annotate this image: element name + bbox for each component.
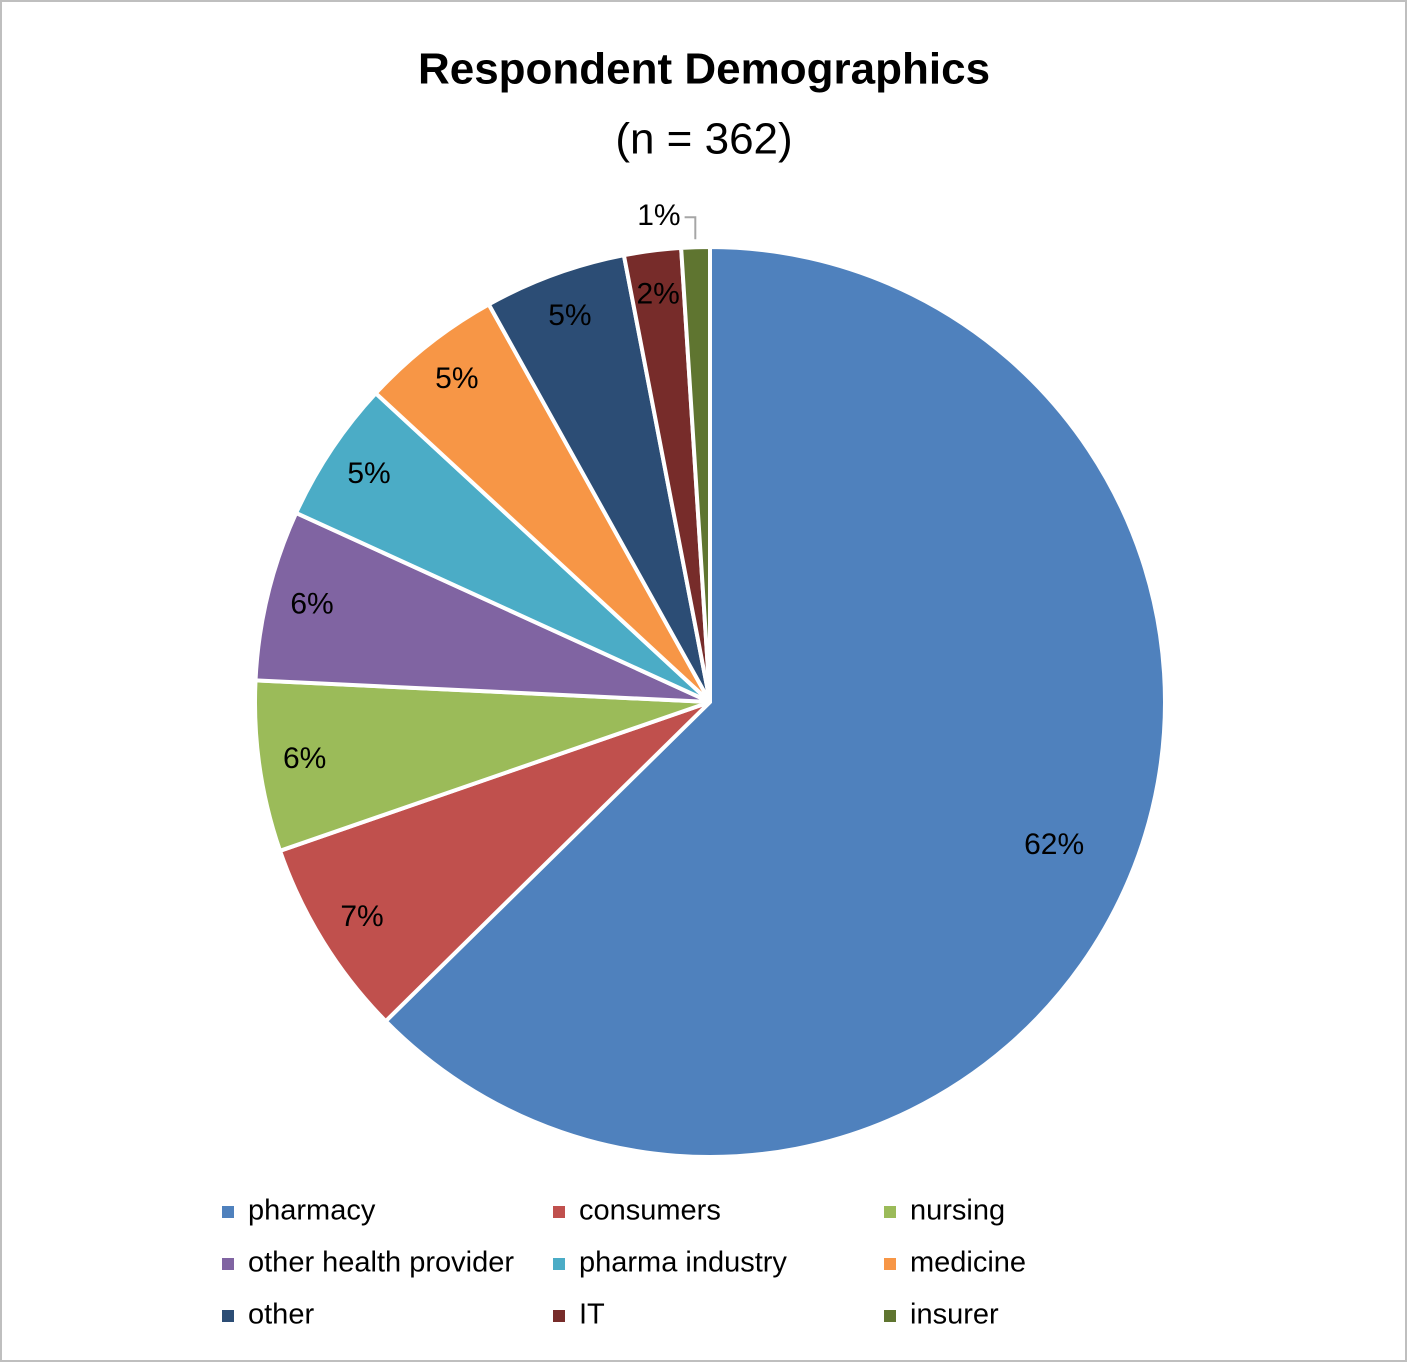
data-label: 5% (548, 299, 591, 332)
pie-slice (382, 244, 1167, 1159)
pie-slice (253, 678, 711, 854)
data-label: 1% (637, 199, 680, 232)
data-label: 6% (290, 587, 333, 620)
legend-marker (553, 1310, 565, 1322)
pie-slice (372, 301, 712, 704)
legend-label: other health provider (248, 1247, 514, 1279)
data-label: 5% (347, 457, 390, 490)
legend-marker (884, 1310, 896, 1322)
legend-marker (222, 1310, 234, 1322)
legend-label: consumers (579, 1195, 721, 1227)
pie-slice (486, 252, 712, 703)
pie-slice (679, 244, 712, 703)
pie-slice (277, 700, 712, 1024)
data-label: 6% (283, 742, 326, 775)
legend-marker (222, 1206, 234, 1218)
chart-subtitle: (n = 362) (615, 115, 792, 164)
data-label: 62% (1024, 828, 1084, 861)
legend-label: other (248, 1299, 314, 1331)
legend-label: pharma industry (579, 1247, 787, 1279)
legend-marker (553, 1206, 565, 1218)
legend-marker (884, 1206, 896, 1218)
legend-marker (222, 1258, 234, 1270)
chart-title: Respondent Demographics (418, 45, 990, 94)
legend-label: insurer (910, 1299, 999, 1331)
legend-label: nursing (910, 1195, 1005, 1227)
data-label: 5% (435, 362, 478, 395)
legend-label: pharmacy (248, 1195, 376, 1227)
legend-label: medicine (910, 1247, 1026, 1279)
data-label: 2% (636, 278, 679, 311)
leader-line (684, 216, 697, 240)
pie-slice (253, 510, 711, 704)
legend-marker (884, 1258, 896, 1270)
data-label: 7% (340, 900, 383, 933)
legend-label: IT (579, 1299, 605, 1331)
pie-slice (293, 390, 712, 704)
legend-marker (553, 1258, 565, 1270)
